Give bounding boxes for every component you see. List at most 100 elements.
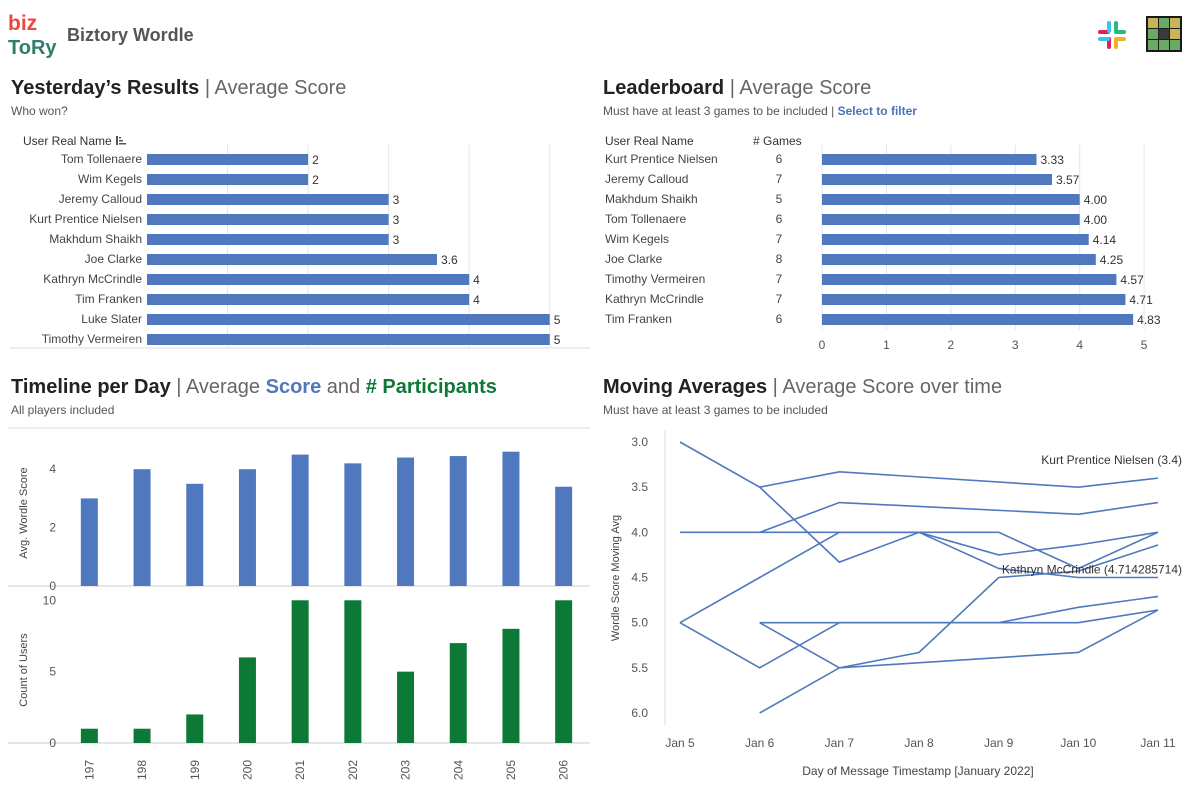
bar: [80, 498, 98, 586]
data-label: 5: [554, 333, 561, 347]
bar: [291, 454, 309, 586]
bar: [291, 600, 309, 743]
timeline-title: Timeline per Day | Average Score and # P…: [11, 376, 497, 399]
yesterday-title-light: Average Score: [214, 77, 347, 99]
leaderboard-col-games[interactable]: # Games: [753, 134, 802, 148]
x-tick-label: 204: [451, 760, 465, 780]
bar: [147, 254, 437, 265]
y-tick-label: 5.0: [631, 616, 648, 630]
bar: [822, 194, 1080, 205]
row-name: Tom Tollenaere: [605, 212, 686, 226]
row-name: Jeremy Calloud: [605, 172, 688, 186]
series-line: [679, 531, 1159, 624]
x-tick-label: 5: [1141, 338, 1148, 352]
row-games: 7: [776, 172, 783, 186]
yesterday-chart: Tom Tollenaere 2 Wim Kegels 2 Jeremy Calloud…: [10, 145, 590, 349]
bar: [555, 486, 573, 586]
row-name: Wim Kegels: [605, 232, 669, 246]
moving-title-light: Average Score over time: [782, 376, 1003, 398]
data-label: 3.6: [441, 253, 458, 267]
y-tick-label: 5.5: [631, 661, 648, 675]
yesterday-title-bold: Yesterday’s Results: [11, 77, 200, 99]
moving-title-sep: |: [767, 376, 783, 398]
bar: [147, 214, 389, 225]
x-tick-label: Jan 8: [904, 736, 934, 750]
leaderboard-col-name[interactable]: User Real Name: [605, 134, 694, 148]
bar: [822, 174, 1052, 185]
bar: [80, 728, 98, 743]
bar: [344, 600, 362, 743]
bar: [147, 174, 309, 185]
bar: [502, 628, 520, 743]
bar: [133, 469, 151, 586]
leaderboard-title: Leaderboard | Average Score: [603, 77, 871, 100]
bar: [822, 214, 1080, 225]
data-label: 2: [312, 173, 319, 187]
app-title: Biztory Wordle: [67, 25, 194, 45]
row-name: Kathryn McCrindle: [605, 292, 704, 306]
bar-label: Joe Clarke: [85, 252, 143, 266]
annotation: Kurt Prentice Nielsen (3.4): [1041, 453, 1182, 467]
logo-text-top: biz: [8, 12, 37, 35]
x-tick-label: 0: [819, 338, 826, 352]
series-line: [679, 609, 1159, 669]
x-tick-label: 205: [504, 760, 518, 780]
bar-label: Timothy Vermeiren: [42, 332, 142, 346]
row-games: 6: [776, 152, 783, 166]
bar: [147, 154, 309, 165]
x-axis-label: Day of Message Timestamp [January 2022]: [802, 764, 1033, 778]
leaderboard-subtitle: Must have at least 3 games to be include…: [603, 104, 917, 118]
bar: [147, 274, 470, 285]
data-label: 4: [473, 293, 480, 307]
bar: [133, 728, 151, 743]
leaderboard-title-bold: Leaderboard: [603, 77, 725, 99]
x-tick-label: 202: [346, 760, 360, 780]
data-label: 4.00: [1084, 213, 1108, 227]
bar: [238, 469, 256, 586]
row-name: Makhdum Shaikh: [605, 192, 698, 206]
select-to-filter-link[interactable]: Select to filter: [837, 104, 917, 118]
data-label: 4.14: [1093, 233, 1117, 247]
x-tick-label: 200: [240, 760, 254, 780]
row-name: Tim Franken: [605, 312, 672, 326]
y-tick-label: 4: [49, 462, 56, 476]
row-name: Joe Clarke: [605, 252, 663, 266]
bar-label: Tim Franken: [75, 292, 142, 306]
y-tick-label: 5: [49, 665, 56, 679]
yesterday-col-header[interactable]: User Real Name: [23, 134, 112, 148]
bar: [449, 643, 467, 743]
bar: [147, 314, 550, 325]
data-label: 4.25: [1100, 253, 1124, 267]
y-tick-label: 2: [49, 521, 56, 535]
row-name: Timothy Vermeiren: [605, 272, 705, 286]
logo-text-bottom: ToRy: [8, 37, 57, 58]
slack-icon[interactable]: [1094, 17, 1130, 53]
row-games: 8: [776, 252, 783, 266]
timeline-title-bold: Timeline per Day: [11, 376, 171, 398]
row-games: 5: [776, 192, 783, 206]
wordle-grid-icon[interactable]: [1146, 16, 1182, 52]
timeline-title-score: Score: [265, 376, 322, 398]
bar-label: Kurt Prentice Nielsen: [29, 212, 142, 226]
yesterday-title: Yesterday’s Results | Average Score: [11, 77, 346, 100]
timeline-title-participants: # Participants: [365, 376, 497, 398]
timeline-title-light1: Average: [185, 376, 266, 398]
moving-title-bold: Moving Averages: [603, 376, 768, 398]
leaderboard-subtitle-text: Must have at least 3 games to be include…: [603, 104, 838, 118]
x-tick-label: 206: [557, 760, 571, 780]
bar: [147, 294, 470, 305]
timeline-subtitle: All players included: [11, 403, 115, 417]
data-label: 4.57: [1120, 273, 1144, 287]
sort-icon[interactable]: [115, 134, 127, 146]
bar: [397, 457, 415, 586]
data-label: 5: [554, 313, 561, 327]
row-games: 7: [776, 272, 783, 286]
x-tick-label: 198: [135, 760, 149, 780]
data-label: 3: [393, 213, 400, 227]
annotation: Kathryn McCrindle (4.714285714): [1002, 562, 1182, 576]
y-tick-label: 4.5: [631, 571, 648, 585]
data-label: 3.57: [1056, 173, 1080, 187]
y-axis-label: Count of Users: [18, 633, 30, 707]
x-tick-label: Jan 7: [825, 736, 855, 750]
bar: [822, 314, 1134, 325]
